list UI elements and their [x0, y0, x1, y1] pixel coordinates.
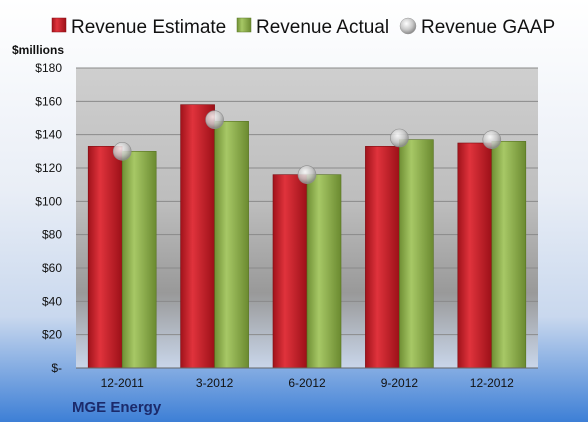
- gaap-markers: [112, 110, 502, 184]
- marker-revenue-gaap: [205, 110, 224, 129]
- marker-revenue-gaap: [112, 142, 132, 161]
- legend-item-actual: Revenue Actual: [236, 17, 389, 38]
- x-tick-label: 6-2012: [288, 376, 326, 390]
- x-tick-label: 3-2012: [196, 376, 234, 390]
- x-axis-ticks: 12-2011 3-2012 6-2012 9-2012 12-2012: [101, 376, 515, 390]
- y-tick-label: $80: [42, 228, 62, 242]
- bar-revenue-actual: [306, 174, 342, 369]
- marker-revenue-gaap: [390, 128, 409, 148]
- bar-revenue-actual: [121, 151, 157, 369]
- y-tick-label: $140: [35, 128, 62, 142]
- y-axis-unit-label: $millions: [12, 43, 64, 57]
- legend-item-estimate: Revenue Estimate: [51, 17, 226, 38]
- y-tick-label: $40: [42, 294, 62, 308]
- y-axis-ticks: $- $20 $40 $60 $80 $100 $120 $140 $160 $180: [35, 61, 62, 375]
- bar-revenue-actual: [399, 139, 434, 369]
- bar-revenue-estimate: [87, 146, 123, 369]
- company-name: MGE Energy: [72, 399, 162, 416]
- bar-revenue-estimate: [180, 104, 215, 369]
- y-tick-label: $180: [35, 61, 62, 75]
- legend-label-estimate: Revenue Estimate: [71, 17, 226, 38]
- legend: Revenue Estimate Revenue Actual Revenue …: [51, 17, 555, 38]
- y-tick-label: $160: [35, 94, 62, 108]
- bar-revenue-actual: [491, 141, 527, 369]
- legend-swatch-gaap: [399, 17, 417, 35]
- y-tick-label: $100: [35, 194, 62, 208]
- bar-revenue-actual: [214, 121, 249, 369]
- y-tick-label: $-: [51, 361, 62, 375]
- y-tick-label: $60: [42, 261, 62, 275]
- x-tick-label: 9-2012: [381, 376, 419, 390]
- legend-label-gaap: Revenue GAAP: [421, 17, 555, 38]
- y-tick-label: $120: [35, 161, 62, 175]
- legend-label-actual: Revenue Actual: [256, 17, 389, 38]
- legend-item-gaap: Revenue GAAP: [399, 17, 555, 38]
- x-tick-label: 12-2011: [101, 376, 144, 390]
- y-tick-label: $20: [42, 328, 62, 342]
- bar-revenue-estimate: [272, 174, 308, 369]
- legend-swatch-actual: [236, 17, 252, 33]
- marker-revenue-gaap: [297, 165, 317, 184]
- bars: [87, 104, 527, 369]
- legend-swatch-estimate: [51, 17, 67, 33]
- x-tick-label: 12-2012: [470, 376, 514, 390]
- marker-revenue-gaap: [482, 130, 502, 149]
- bar-revenue-estimate: [457, 142, 493, 369]
- bar-revenue-estimate: [365, 146, 400, 369]
